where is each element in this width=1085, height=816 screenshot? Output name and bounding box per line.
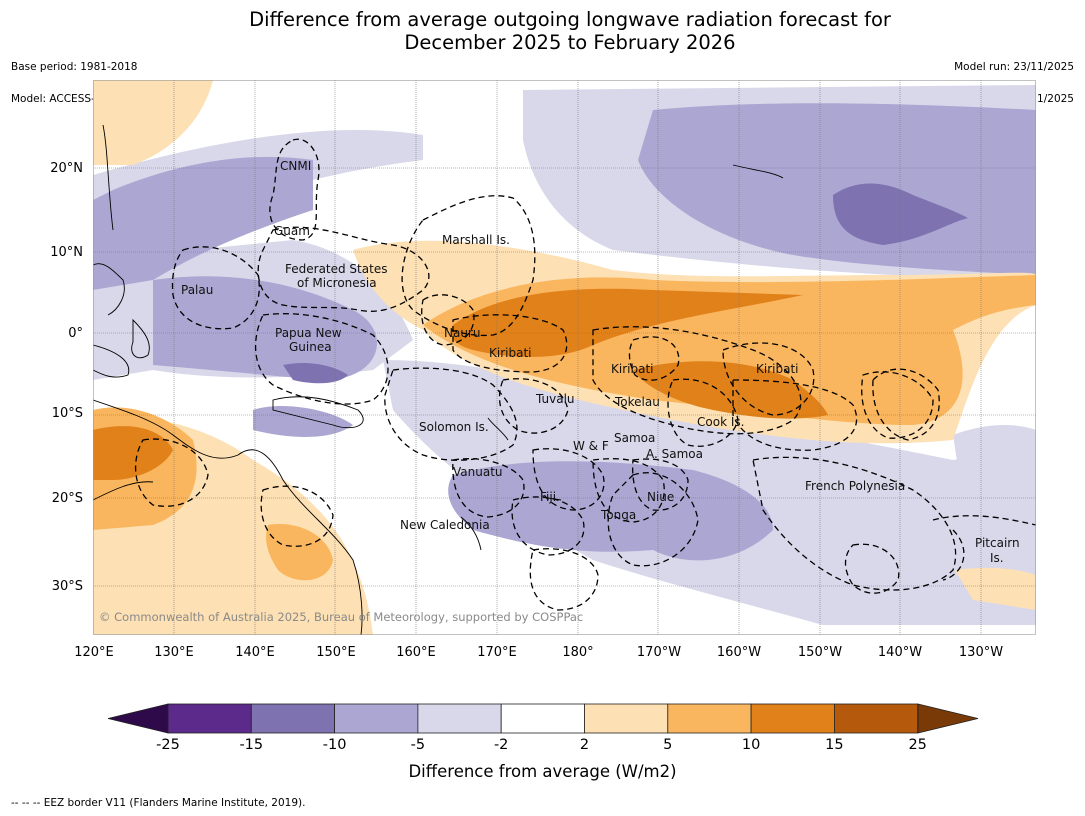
lat-label-20s: 20°S [51,491,83,506]
lon-label-130w: 130°W [958,645,1004,660]
lon-label-170e: 170°E [477,645,517,660]
label-micronesia-1: Federated States [285,262,387,276]
lon-label-130e: 130°E [154,645,194,660]
label-new-caledonia: New Caledonia [400,518,490,532]
label-solomon-islands: Solomon Is. [419,420,489,434]
eez-borders [134,138,1036,611]
colorbar-tick-label: -25 [156,737,180,753]
colorbar-tick-label: 10 [741,737,761,753]
lat-label-10s: 10°S [51,406,83,421]
lon-label-150e: 150°E [316,645,356,660]
label-cnmi: CNMI [280,159,311,173]
colorbar-label: Difference from average (W/m2) [408,762,677,781]
label-tokelau: Tokelau [614,395,660,409]
colorbar-tick-label: -10 [322,737,347,753]
label-nauru: Nauru [444,326,480,340]
label-marshall-islands: Marshall Is. [442,233,510,247]
lon-label-160e: 160°E [396,645,436,660]
label-american-samoa: A. Samoa [646,447,703,461]
gridlines [93,80,1036,635]
label-french-polynesia: French Polynesia [805,479,905,493]
lon-label-170w: 170°W [636,645,682,660]
label-cook-islands: Cook Is. [697,415,744,429]
base-period: Base period: 1981-2018 [11,61,138,73]
colorbar [107,703,979,734]
lon-label-140e: 140°E [235,645,275,660]
colorbar-tick-label: 15 [825,737,844,753]
colorbar-tick-label: 2 [579,737,590,753]
copyright-note: © Commonwealth of Australia 2025, Bureau… [99,610,584,624]
lon-label-180: 180° [562,645,594,660]
place-labels: CNMI Guam Marshall Is. Federated States … [181,159,1020,565]
lon-label-140w: 140°W [877,645,923,660]
colorbar-tick-label: -2 [493,737,509,753]
label-png-2: Guinea [289,340,332,354]
colorbar-swatch [417,703,502,734]
model-run: Model run: 23/11/2025 [954,61,1074,73]
label-niue: Niue [647,490,674,504]
label-guam: Guam [274,224,310,238]
eez-legend-note: -- -- -- EEZ border V11 (Flanders Marine… [11,797,306,809]
colorbar-swatch [750,703,835,734]
colorbar-swatch [334,703,419,734]
colorbar-swatch [500,703,585,734]
lat-label-30s: 30°S [51,579,83,594]
label-palau: Palau [181,283,213,297]
map-title: Difference from average outgoing longwav… [249,8,891,54]
label-vanuatu: Vanuatu [453,465,503,479]
lat-label-0: 0° [68,326,83,341]
colorbar-extend-low [107,703,169,734]
colorbar-swatch [167,703,252,734]
label-png-1: Papua New [275,326,342,340]
label-tuvalu: Tuvalu [535,392,575,406]
colorbar-tick-label: -15 [239,737,264,753]
colorbar-swatch [667,703,752,734]
lon-label-150w: 150°W [797,645,843,660]
colorbar-tick-label: 5 [663,737,673,753]
coastlines [93,124,784,635]
colorbar-tick-label: 25 [908,737,927,753]
label-micronesia-2: of Micronesia [297,276,377,290]
anomaly-dark-purple [283,183,968,384]
lat-label-20n: 20°N [50,161,83,176]
colorbar-swatch [584,703,669,734]
label-kiribati-central: Kiribati [611,362,653,376]
metadata-left: Base period: 1981-2018 Model: ACCESS-S2 [11,43,137,123]
colorbar-swatch [250,703,336,734]
label-fiji: Fiji [540,490,556,504]
label-pitcairn-2: Is. [990,551,1004,565]
map-svg: CNMI Guam Marshall Is. Federated States … [93,80,1036,635]
colorbar-extend-high [917,703,979,734]
label-wallis-futuna: W & F [573,439,609,453]
lon-label-160w: 160°W [716,645,762,660]
label-kiribati-east: Kiribati [756,362,798,376]
anomaly-medium-purple [93,103,1036,561]
label-kiribati-west: Kiribati [489,346,531,360]
label-tonga: Tonga [600,508,636,522]
colorbar-tick-label: -5 [410,737,426,753]
colorbar-swatches [167,703,919,734]
lon-label-120e: 120°E [74,645,114,660]
label-pitcairn-1: Pitcairn [975,536,1020,550]
map-panel: CNMI Guam Marshall Is. Federated States … [93,80,1036,635]
label-samoa: Samoa [614,431,655,445]
colorbar-swatch [834,703,919,734]
lat-label-10n: 10°N [50,245,83,260]
